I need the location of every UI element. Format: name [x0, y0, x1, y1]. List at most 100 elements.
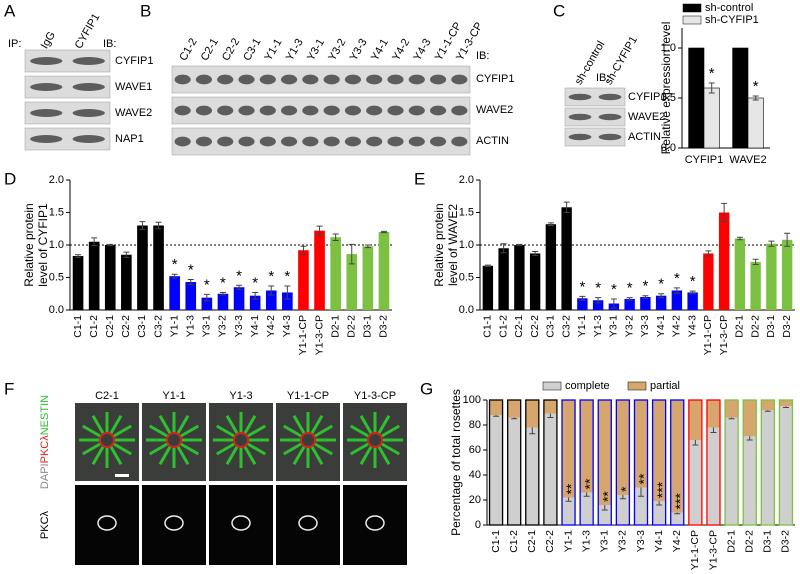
- bar-outline: [670, 399, 685, 526]
- bar-segment: [743, 436, 757, 525]
- error-bar: [658, 293, 665, 299]
- error-bar: [721, 202, 728, 223]
- nestin-fiber: [158, 446, 172, 465]
- bar-segment: [634, 400, 648, 488]
- bar-outline: [651, 399, 667, 526]
- significance-mark: *: [236, 267, 242, 284]
- error-bar: [139, 221, 146, 230]
- bar-segment: [616, 495, 630, 525]
- image-row-label-part: DAPI: [39, 463, 51, 489]
- pkc-ring: [99, 432, 115, 448]
- lane-label: C1-2: [177, 36, 199, 63]
- blot-band: [451, 136, 468, 147]
- nestin-fiber: [310, 446, 324, 465]
- bar-segment: [580, 492, 594, 525]
- error-bar: [708, 82, 715, 94]
- bar: [201, 297, 213, 310]
- x-tick-label: Y1-3: [580, 530, 592, 552]
- significance-mark: *: [284, 268, 290, 285]
- error-bar: [75, 254, 82, 258]
- bar-outline: [688, 399, 703, 526]
- bar: [703, 253, 714, 310]
- y-tick-label: 80: [469, 419, 481, 431]
- error-bar: [252, 291, 259, 300]
- bar: [766, 243, 777, 310]
- blot: [171, 96, 471, 125]
- blot-band: [302, 74, 319, 85]
- x-tick-label: C2-2: [120, 315, 132, 338]
- blot-row-label: WAVE2: [115, 107, 152, 119]
- blot-band: [30, 83, 63, 91]
- error-bar: [642, 295, 649, 299]
- bar: [169, 276, 180, 310]
- blot-band: [323, 136, 340, 147]
- pkc-ring: [367, 432, 383, 448]
- bar-segment: [688, 400, 702, 440]
- x-tick-label: C1-1: [72, 315, 84, 338]
- x-tick-label: C3-1: [136, 315, 148, 338]
- blot-row-label: CYFIP1: [476, 73, 515, 85]
- lane-label: C2-1: [199, 36, 221, 63]
- x-tick-label: Y4-1: [249, 315, 261, 337]
- bar: [624, 298, 635, 310]
- x-tick-label: Y3-2: [217, 315, 229, 337]
- nestin-fiber: [176, 446, 190, 465]
- blot: [24, 127, 111, 151]
- bar: [330, 237, 341, 310]
- significance-mark: ***: [672, 493, 688, 510]
- significance-mark: *: [252, 274, 258, 291]
- x-tick-label: Y3-1: [608, 315, 620, 337]
- y-axis-label: level of WAVE2: [446, 204, 460, 286]
- panel-label: C: [553, 1, 565, 20]
- y-tick-label: 1.0: [661, 42, 676, 54]
- error-bar: [626, 297, 633, 301]
- x-tick-label: D3-1: [765, 315, 777, 338]
- blot: [564, 87, 626, 107]
- panel-label: B: [140, 1, 151, 20]
- bar-segment: [598, 400, 612, 505]
- blot-row-label: WAVE2: [476, 104, 513, 116]
- lane-label: IgG: [39, 30, 58, 51]
- bar-segment: [562, 497, 576, 525]
- blot-band: [387, 105, 404, 116]
- ib-label: IB:: [476, 50, 489, 62]
- blot-band: [366, 105, 383, 116]
- x-tick-label: C1-2: [508, 530, 520, 553]
- bar-segment: [507, 417, 521, 525]
- bar-outline: [597, 399, 612, 526]
- bar-outline: [760, 399, 775, 526]
- blot-band: [408, 74, 425, 85]
- error-bar: [500, 243, 507, 254]
- error-bar: [268, 285, 275, 296]
- image-row-label-part: PKCλ: [39, 435, 51, 464]
- bar: [655, 295, 667, 310]
- bar: [671, 290, 683, 310]
- nestin-fiber: [283, 424, 302, 438]
- blot-band: [429, 105, 447, 116]
- panel-label: D: [4, 169, 16, 188]
- ip-label: IP:: [8, 38, 21, 50]
- bar-segment: [761, 410, 775, 525]
- x-tick-label: CYFIP1: [685, 154, 724, 166]
- image-column-label: Y1-3: [229, 390, 252, 402]
- bar-outline: [525, 399, 540, 526]
- bar-segment: [706, 427, 720, 525]
- bar-segment: [670, 400, 684, 513]
- error-bar: [595, 297, 602, 304]
- significance-mark: *: [658, 276, 664, 293]
- nestin-fiber: [243, 415, 257, 434]
- error-bar: [219, 291, 226, 296]
- bar: [185, 282, 197, 310]
- blot-band: [344, 105, 362, 116]
- nestin-fiber: [149, 442, 168, 456]
- blot-band: [451, 74, 468, 85]
- x-tick-label: C3-2: [152, 315, 164, 338]
- error-bar: [123, 251, 130, 258]
- blot-band: [259, 105, 276, 116]
- y-tick-label: 2.0: [49, 174, 64, 186]
- y-tick-label: 0.5: [459, 271, 474, 283]
- bar: [718, 212, 730, 310]
- bar-segment: [652, 400, 666, 502]
- lane-label: Y4-3: [412, 37, 434, 63]
- nestin-fiber: [377, 415, 391, 434]
